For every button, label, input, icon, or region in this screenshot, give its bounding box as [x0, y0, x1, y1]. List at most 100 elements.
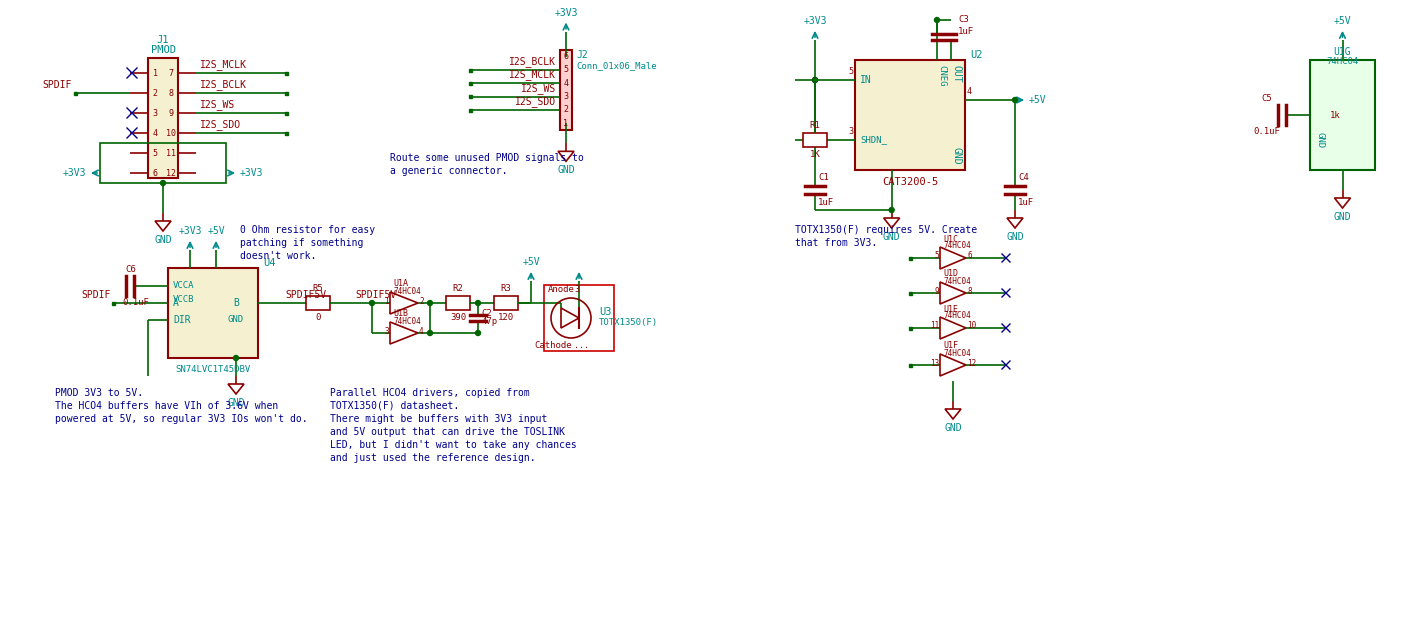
- Text: U1C: U1C: [943, 234, 959, 244]
- Text: 10: 10: [967, 322, 976, 330]
- Circle shape: [427, 301, 432, 306]
- Text: 6: 6: [967, 251, 971, 261]
- Text: SPDIF5V: SPDIF5V: [285, 290, 326, 300]
- Text: Conn_01x06_Male: Conn_01x06_Male: [576, 61, 657, 70]
- Bar: [285, 132, 288, 134]
- Text: 3: 3: [563, 92, 569, 101]
- Text: OUT: OUT: [951, 65, 961, 83]
- Text: LED, but I didn't want to take any chances: LED, but I didn't want to take any chanc…: [330, 440, 577, 450]
- Text: doesn't work.: doesn't work.: [240, 251, 316, 261]
- Text: that from 3V3.: that from 3V3.: [795, 238, 878, 248]
- Text: 5: 5: [563, 65, 569, 75]
- Bar: [101, 143, 225, 183]
- Bar: [909, 256, 912, 260]
- Text: SHDN_: SHDN_: [859, 135, 886, 144]
- Text: Anode: Anode: [547, 285, 574, 294]
- Text: Parallel HCO4 drivers, copied from: Parallel HCO4 drivers, copied from: [330, 388, 530, 398]
- Circle shape: [813, 77, 818, 82]
- Text: 74HC04: 74HC04: [393, 316, 421, 325]
- Text: 2: 2: [563, 106, 569, 115]
- Text: SPDIF5V: SPDIF5V: [354, 290, 396, 300]
- Text: GND: GND: [951, 147, 961, 165]
- Text: C4: C4: [1018, 173, 1028, 182]
- Text: CNEG: CNEG: [937, 65, 946, 87]
- Bar: [1310, 60, 1375, 170]
- Circle shape: [934, 18, 940, 23]
- Text: +5V: +5V: [1334, 16, 1351, 26]
- Text: patching if something: patching if something: [240, 238, 363, 248]
- Circle shape: [160, 180, 166, 185]
- Text: +5V: +5V: [522, 257, 540, 267]
- Text: 13: 13: [930, 358, 939, 368]
- Text: 1k: 1k: [1330, 111, 1340, 120]
- Bar: [468, 82, 472, 85]
- Text: 0: 0: [315, 313, 320, 322]
- Bar: [909, 327, 912, 330]
- Text: 1uF: 1uF: [1018, 198, 1034, 207]
- Text: and just used the reference design.: and just used the reference design.: [330, 453, 536, 463]
- Text: TOTX1350(F): TOTX1350(F): [598, 318, 658, 327]
- Text: 2: 2: [418, 296, 424, 306]
- Bar: [74, 92, 77, 94]
- Polygon shape: [390, 322, 418, 344]
- Circle shape: [234, 356, 238, 361]
- Bar: [493, 296, 518, 310]
- Polygon shape: [390, 292, 418, 314]
- Text: 1uF: 1uF: [818, 198, 834, 207]
- Polygon shape: [940, 282, 966, 304]
- Text: U2: U2: [970, 50, 983, 60]
- Bar: [447, 296, 469, 310]
- Bar: [285, 72, 288, 75]
- Text: powered at 5V, so regular 3V3 IOs won't do.: powered at 5V, so regular 3V3 IOs won't …: [55, 414, 308, 424]
- Text: SN74LVC1T45DBV: SN74LVC1T45DBV: [176, 365, 251, 375]
- Text: TOTX1350(F) datasheet.: TOTX1350(F) datasheet.: [330, 401, 459, 411]
- Text: GND: GND: [1007, 232, 1024, 242]
- Text: J2: J2: [576, 50, 587, 60]
- Text: U1G: U1G: [1334, 47, 1351, 57]
- Text: I2S_BCLK: I2S_BCLK: [509, 56, 556, 67]
- Text: SPDIF: SPDIF: [82, 290, 111, 300]
- Text: U1F: U1F: [943, 341, 959, 351]
- Bar: [909, 292, 912, 294]
- Text: 9: 9: [169, 108, 173, 118]
- Text: C2: C2: [481, 308, 492, 318]
- Text: 0.1uF: 0.1uF: [1254, 127, 1280, 136]
- Text: DIR: DIR: [173, 315, 190, 325]
- Text: 1: 1: [384, 296, 389, 306]
- Text: 11: 11: [166, 149, 176, 158]
- Polygon shape: [940, 354, 966, 376]
- Text: +3V3: +3V3: [554, 8, 577, 18]
- Bar: [112, 301, 115, 304]
- Text: GND: GND: [227, 398, 245, 408]
- Text: 1K: 1K: [810, 150, 821, 159]
- Text: +3V3: +3V3: [803, 16, 827, 26]
- Text: 5: 5: [153, 149, 157, 158]
- Text: 6: 6: [153, 168, 157, 177]
- Bar: [803, 133, 827, 147]
- Bar: [468, 95, 472, 98]
- Text: GND: GND: [944, 423, 961, 433]
- Circle shape: [1012, 97, 1018, 103]
- Text: 5: 5: [934, 251, 939, 261]
- Text: 74HC04: 74HC04: [943, 277, 971, 285]
- Text: I2S_MCLK: I2S_MCLK: [509, 70, 556, 80]
- Text: GND: GND: [557, 165, 574, 175]
- Text: +3V3: +3V3: [179, 226, 201, 236]
- Text: VCCB: VCCB: [173, 296, 194, 304]
- Text: 3: 3: [153, 108, 157, 118]
- Text: 12: 12: [166, 168, 176, 177]
- Bar: [855, 60, 966, 170]
- Text: I2S_MCLK: I2S_MCLK: [200, 59, 247, 70]
- Bar: [306, 296, 330, 310]
- Text: 2: 2: [153, 89, 157, 97]
- Text: a generic connector.: a generic connector.: [390, 166, 508, 176]
- Text: 74HC04: 74HC04: [943, 242, 971, 251]
- Text: A: A: [173, 298, 179, 308]
- Bar: [468, 108, 472, 111]
- Text: GND: GND: [1334, 212, 1351, 222]
- Text: CAT3200-5: CAT3200-5: [882, 177, 939, 187]
- Text: 47p: 47p: [481, 316, 498, 325]
- Text: R5: R5: [312, 284, 323, 293]
- Text: U1D: U1D: [943, 270, 959, 279]
- Text: +5V: +5V: [1029, 95, 1046, 105]
